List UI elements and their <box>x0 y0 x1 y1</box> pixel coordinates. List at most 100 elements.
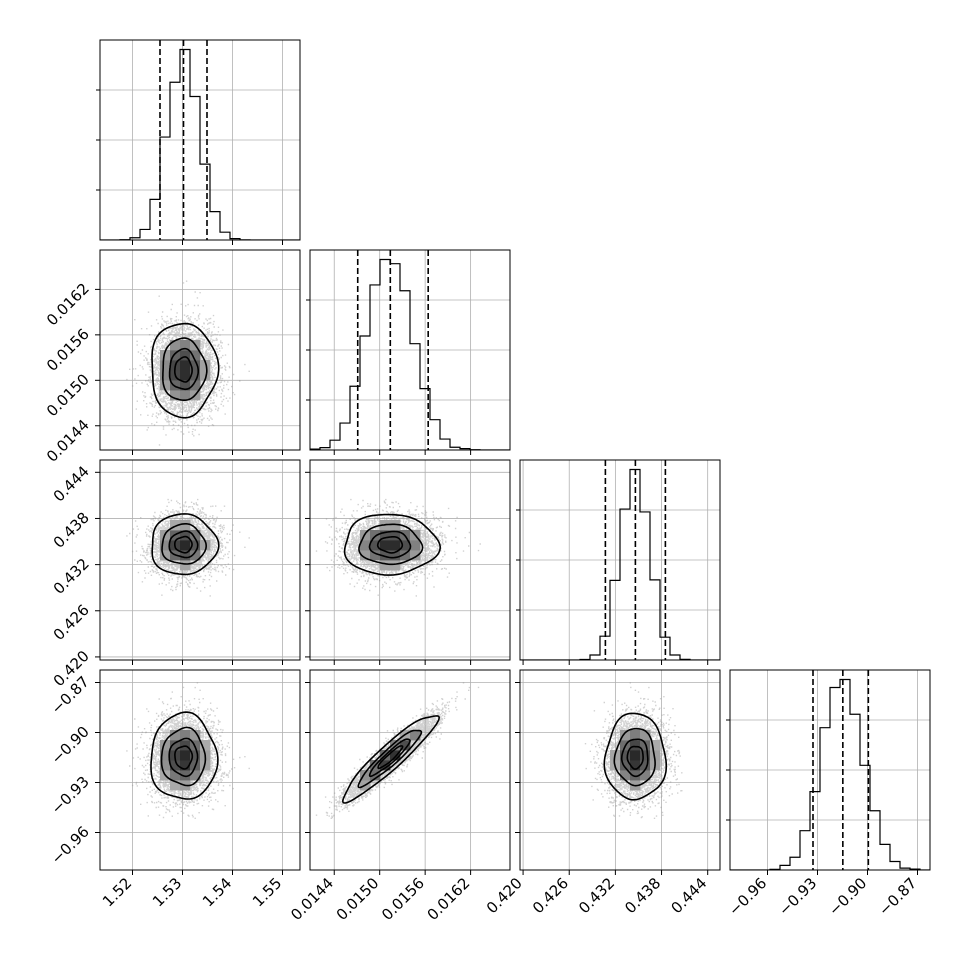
y-tick-label: 0.444 <box>50 462 93 505</box>
density-cell <box>400 540 411 551</box>
density-cell <box>190 750 201 761</box>
density-cell <box>160 360 171 371</box>
contour-line <box>357 729 423 789</box>
panel-content-1-1 <box>310 250 510 450</box>
panel-2-1 <box>305 459 511 665</box>
density-cell <box>390 740 401 751</box>
density-cell <box>620 730 631 741</box>
density-cell <box>180 530 191 541</box>
density-cell <box>410 730 421 741</box>
x-tick-label: 0.426 <box>529 874 572 917</box>
x-tick-label: 0.0144 <box>287 874 337 924</box>
density-cell <box>160 550 171 561</box>
density-cell <box>380 530 391 541</box>
density-cell <box>190 550 201 561</box>
density-cell <box>390 750 401 761</box>
density-cell <box>620 760 631 771</box>
panel-frame <box>309 669 511 871</box>
density-cell <box>620 770 631 781</box>
density-cell <box>630 750 641 761</box>
contour-line <box>174 535 193 554</box>
y-tick-label: 0.0150 <box>43 370 93 420</box>
x-tick-label: −0.96 <box>725 874 770 919</box>
density-cell <box>630 730 641 741</box>
contour-line <box>168 737 199 778</box>
density-cell <box>650 750 661 761</box>
density-cell <box>160 750 171 761</box>
contour-line <box>620 738 649 778</box>
density-cell <box>180 390 191 401</box>
density-cell <box>180 370 191 381</box>
density-cell <box>380 560 391 571</box>
contour-line <box>343 513 442 576</box>
panel-content-3-0 <box>100 670 300 870</box>
density-cell <box>180 380 191 391</box>
x-tick-label: −0.90 <box>825 874 870 919</box>
y-tick-label: 0.0144 <box>43 416 93 466</box>
contour-line <box>150 711 219 800</box>
density-cell <box>180 360 191 371</box>
density-cell <box>170 730 181 741</box>
density-cell <box>400 740 411 751</box>
density-cell <box>630 770 641 781</box>
density-cell <box>170 780 181 791</box>
y-tick-label: −0.93 <box>48 773 93 818</box>
density-cell <box>180 520 191 531</box>
panel-content-2-2 <box>520 460 720 660</box>
contour-line <box>174 356 193 383</box>
x-tick-label: 0.0150 <box>333 874 383 924</box>
density-cell <box>640 770 651 781</box>
contour-line <box>626 745 644 770</box>
x-tick-label: 1.53 <box>149 874 185 910</box>
density-cell <box>160 740 171 751</box>
contour-line <box>161 337 208 401</box>
density-cell <box>630 740 641 751</box>
density-cell <box>190 380 201 391</box>
density-cell <box>160 350 171 361</box>
density-cell <box>360 550 371 561</box>
density-cell <box>160 370 171 381</box>
histogram-2 <box>520 468 720 660</box>
density-cell <box>170 770 181 781</box>
panel-0-0 <box>96 39 301 245</box>
x-tick-label: 1.52 <box>99 874 135 910</box>
density-cell <box>160 760 171 771</box>
panel-frame <box>519 669 721 871</box>
density-cell <box>370 540 381 551</box>
density-cell <box>190 530 201 541</box>
y-tick-label: −0.96 <box>48 823 93 868</box>
density-cell <box>170 760 181 771</box>
density-cell <box>190 360 201 371</box>
contour-line <box>168 530 199 559</box>
histogram-1 <box>310 258 510 450</box>
y-tick-label: 0.0162 <box>43 279 93 329</box>
density-cell <box>390 540 401 551</box>
density-cell <box>390 520 401 531</box>
histogram-3 <box>730 678 930 870</box>
panel-content-0-0 <box>100 40 300 240</box>
density-cell <box>170 380 181 391</box>
panel-frame <box>309 459 511 661</box>
contour-line <box>376 536 404 554</box>
panel-frame <box>519 459 721 661</box>
contour-line <box>151 322 220 419</box>
density-cell <box>170 520 181 531</box>
contour-line <box>151 513 220 576</box>
panel-content-3-2 <box>520 670 720 870</box>
panel-content-1-0 <box>100 250 300 450</box>
contour-line <box>613 727 656 787</box>
contour-line <box>358 523 424 566</box>
density-cell <box>180 350 191 361</box>
contour-line <box>174 745 194 770</box>
density-cell <box>410 550 421 561</box>
x-tick-label: 0.438 <box>621 874 664 917</box>
density-cell <box>390 550 401 561</box>
density-cell <box>370 530 381 541</box>
panel-frame <box>99 39 301 241</box>
panel-frame <box>309 249 511 451</box>
density-cell <box>160 540 171 551</box>
